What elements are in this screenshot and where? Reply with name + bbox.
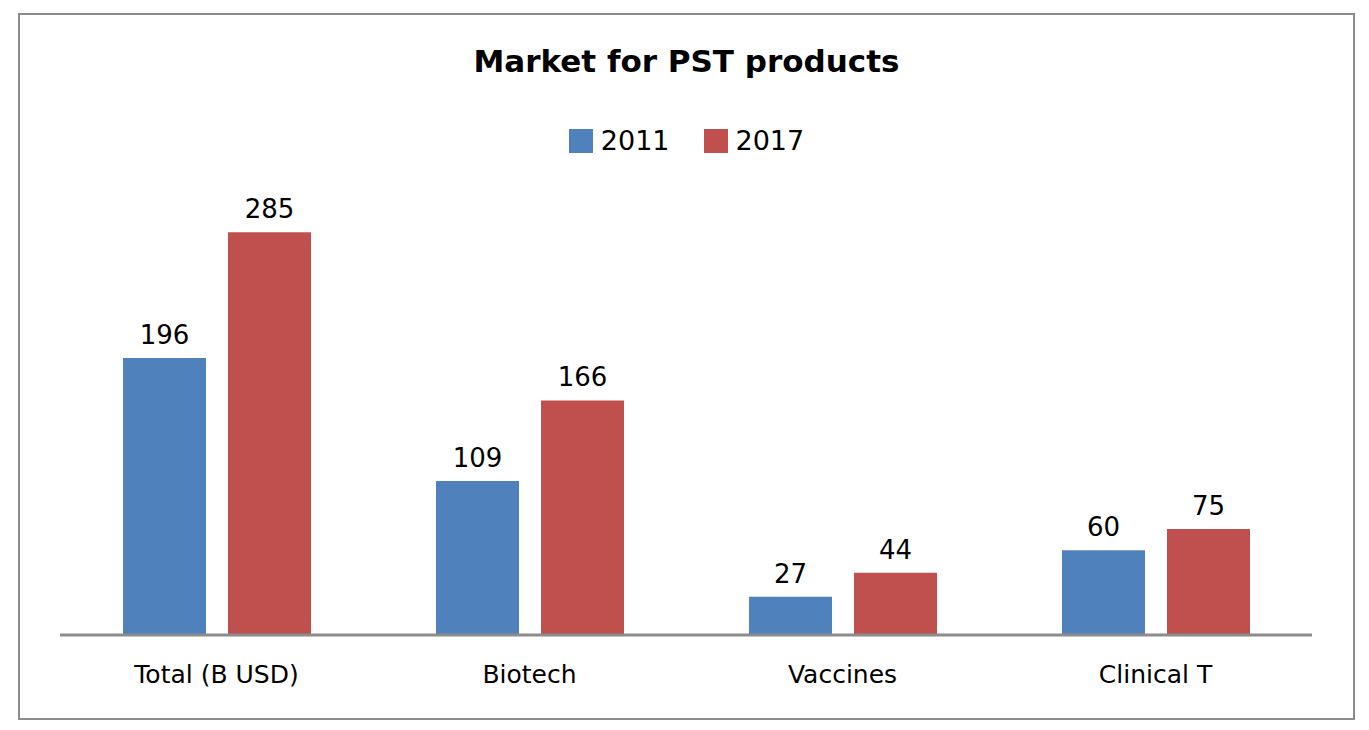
svg-text:Biotech: Biotech <box>482 660 576 689</box>
html-text:2011: 2011 <box>600 125 670 156</box>
svg-text:Clinical T: Clinical T <box>1099 660 1213 689</box>
svg-text:109: 109 <box>453 443 503 473</box>
svg-text:Vaccines: Vaccines <box>788 660 897 689</box>
svg-text:196: 196 <box>140 320 190 350</box>
html-text:2017: 2017 <box>735 125 805 156</box>
svg-text:75: 75 <box>1192 491 1225 521</box>
svg-text:285: 285 <box>245 194 295 224</box>
svg-text:27: 27 <box>774 559 807 589</box>
svg-text:Total (B USD): Total (B USD) <box>133 660 298 689</box>
html-text:Market for PST products: Market for PST products <box>473 43 900 79</box>
svg-text:60: 60 <box>1087 512 1120 542</box>
svg-text:44: 44 <box>879 535 912 565</box>
svg-text:166: 166 <box>558 362 608 392</box>
